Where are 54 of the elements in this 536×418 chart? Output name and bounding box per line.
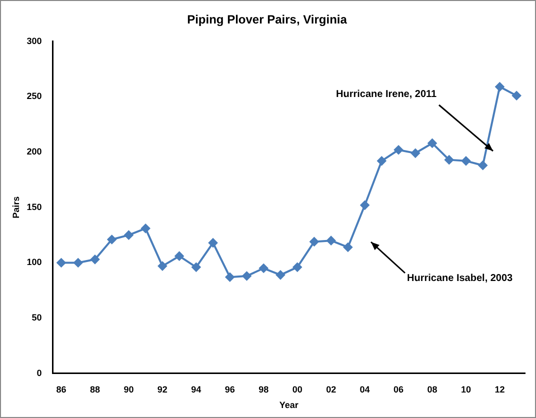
point <box>326 236 336 246</box>
annotation: Hurricane Irene, 2011 <box>336 88 438 100</box>
point <box>444 155 454 164</box>
point <box>377 156 386 166</box>
point <box>276 270 285 280</box>
point <box>428 138 437 148</box>
x-tick-label: 08 <box>427 384 438 394</box>
point <box>225 272 234 282</box>
point <box>495 82 504 92</box>
point <box>74 258 83 268</box>
point <box>56 258 66 268</box>
point <box>174 252 184 261</box>
point <box>360 200 370 210</box>
y-tick-label: 200 <box>26 146 42 157</box>
point <box>90 254 100 264</box>
point <box>158 262 167 271</box>
x-tick-label: 04 <box>360 384 370 394</box>
x-tick-label: 12 <box>494 384 505 394</box>
x-axis-title: Year <box>279 400 299 410</box>
chart-title: Piping Plover Pairs, Virginia <box>187 12 348 27</box>
y-tick-label: 100 <box>26 257 42 268</box>
point <box>394 145 404 154</box>
point <box>292 262 302 272</box>
point <box>141 224 150 233</box>
point <box>192 262 201 272</box>
x-tick-label: 06 <box>394 384 404 394</box>
y-tick-label: 150 <box>26 202 42 212</box>
x-tick-label: 96 <box>224 384 235 394</box>
point <box>461 156 470 166</box>
y-tick-label: 0 <box>36 368 42 378</box>
x-tick-label: 94 <box>191 384 202 394</box>
point <box>310 237 319 246</box>
x-tick-label: 90 <box>124 384 134 394</box>
point <box>124 230 134 240</box>
point <box>478 160 488 170</box>
x-tick-label: 00 <box>292 384 302 394</box>
point <box>107 234 116 244</box>
point <box>343 242 352 252</box>
x-tick-label: 88 <box>90 384 100 394</box>
point <box>410 148 420 158</box>
x-tick-label: 02 <box>326 384 336 394</box>
x-tick-label: 86 <box>56 384 66 394</box>
x-tick-label: 98 <box>258 384 269 394</box>
y-tick-label: 250 <box>26 91 42 102</box>
point <box>512 91 522 100</box>
point <box>242 272 252 281</box>
y-tick-label: 300 <box>26 36 42 46</box>
y-tick-label: 50 <box>32 312 42 323</box>
annotation: Hurricane Isabel, 2003 <box>407 272 514 284</box>
x-tick-label: 92 <box>157 384 168 394</box>
x-tick-label: 10 <box>460 384 471 394</box>
point <box>259 264 268 273</box>
point <box>208 238 218 248</box>
y-axis-title: Pairs <box>10 196 21 218</box>
